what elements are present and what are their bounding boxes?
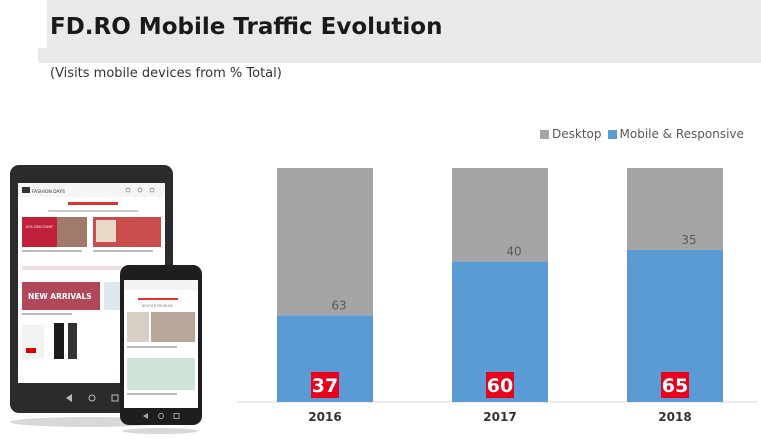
phone-shadow	[122, 428, 198, 434]
bar-desktop-2018	[627, 168, 723, 250]
tablet-caption-2	[93, 250, 153, 252]
phone-nav	[138, 298, 178, 300]
legend-swatch-mobile	[607, 129, 617, 139]
label-desktop-2017: 40	[506, 245, 521, 259]
tablet-sale-tag	[26, 348, 36, 353]
label-desktop-2018: 35	[681, 233, 696, 247]
label-mobile-2018: 65	[662, 375, 688, 397]
phone-caption-1	[127, 346, 177, 348]
bar-desktop-2017	[452, 168, 548, 262]
phone-section-title: NOUTĂȚI PRODUSE	[142, 303, 173, 308]
tablet-caption-1	[22, 250, 82, 252]
page-subtitle: (Visits mobile devices from % Total)	[50, 66, 282, 81]
label-mobile-2017: 60	[487, 375, 513, 397]
devices-illustration: FASHION DAYS 10% DISCOUNT NEW ARRIVALS N…	[10, 165, 202, 434]
tablet-tile-dress	[54, 323, 64, 359]
tablet-home-icon	[88, 394, 96, 402]
tablet-logo-icon	[22, 187, 30, 193]
tablet-recents-icon	[111, 394, 119, 402]
label-mobile-2016: 37	[312, 375, 338, 397]
tablet-tile-discount	[22, 217, 57, 247]
category-label-2018: 2018	[658, 410, 691, 424]
legend-label-mobile: Mobile & Responsive	[619, 127, 744, 141]
tablet-discount-text: 10% DISCOUNT	[25, 225, 54, 229]
phone-tile-shoes	[127, 358, 195, 390]
legend-item-mobile: Mobile & Responsive	[607, 127, 744, 141]
tablet-nav	[68, 202, 118, 205]
labels-layer: 63 37 2016 40 60 2017 35 65 2018	[308, 233, 696, 424]
title-accent	[38, 0, 47, 48]
label-box-mobile-2018	[661, 372, 689, 398]
tablet-tile-trousers	[68, 323, 77, 359]
bars-layer	[277, 168, 723, 402]
tablet-info-strip	[22, 266, 161, 270]
tablet-back-icon	[66, 394, 72, 402]
phone-tile-2	[151, 312, 195, 342]
tablet-caption-3	[22, 313, 72, 315]
phone-tile-1	[127, 312, 149, 342]
tablet-header	[18, 183, 165, 197]
tablet-cart-icon	[149, 187, 155, 193]
label-box-mobile-2016	[311, 372, 339, 398]
legend-label-desktop: Desktop	[552, 127, 602, 141]
tablet-tile-bags	[57, 217, 87, 247]
category-label-2017: 2017	[483, 410, 516, 424]
title-band	[38, 0, 761, 63]
tablet-subnav	[48, 210, 138, 212]
label-desktop-2016: 63	[331, 298, 346, 312]
tablet-tile-promo-label	[96, 220, 116, 242]
chart-legend: Desktop Mobile & Responsive	[540, 127, 750, 141]
category-label-2016: 2016	[308, 410, 341, 424]
tablet-search-icon	[125, 187, 131, 193]
legend-swatch-desktop	[540, 129, 549, 139]
page-title: FD.RO Mobile Traffic Evolution	[50, 14, 443, 40]
phone-home-icon	[158, 413, 164, 419]
tablet-user-icon	[137, 187, 143, 193]
label-box-mobile-2017	[486, 372, 514, 398]
tablet-brand: FASHION DAYS	[32, 189, 65, 195]
phone-back-icon	[143, 413, 148, 419]
legend-item-desktop: Desktop	[540, 127, 602, 141]
bar-desktop-2016	[277, 168, 373, 316]
phone-header	[124, 280, 198, 290]
phone-recents-icon	[173, 413, 180, 419]
phone-caption-2	[127, 393, 177, 395]
tablet-banner	[22, 282, 100, 310]
tablet-banner-text: NEW ARRIVALS	[28, 292, 92, 301]
